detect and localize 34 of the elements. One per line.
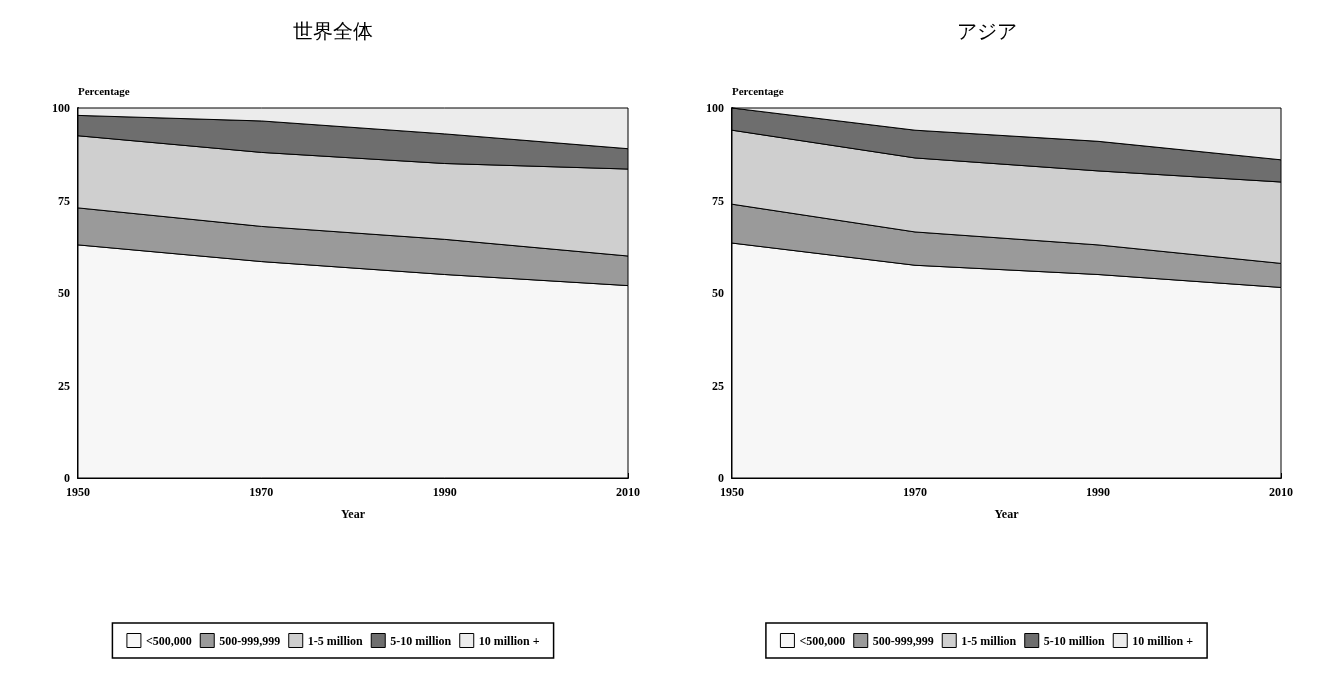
x-tick-label: 1950 xyxy=(720,485,744,499)
x-tick-label: 1970 xyxy=(249,485,274,499)
x-tick-label: 1950 xyxy=(66,485,90,499)
x-tick-label: 1990 xyxy=(1086,485,1110,499)
legend-label: <500,000 xyxy=(799,633,846,648)
legend-label: 1-5 million xyxy=(307,633,364,648)
y-tick-label: 100 xyxy=(706,101,724,115)
legend-label: 500-999,999 xyxy=(872,633,934,648)
legend-label: 500-999,999 xyxy=(219,633,281,648)
legend-label: 1-5 million xyxy=(961,633,1017,648)
legend-label: 5-10 million xyxy=(1043,633,1106,648)
x-tick-label: 2010 xyxy=(1269,485,1293,499)
y-tick-label: 50 xyxy=(58,286,70,300)
chart-title: アジア xyxy=(956,20,1017,42)
x-tick-label: 1970 xyxy=(903,485,927,499)
x-tick-label: 2010 xyxy=(616,485,640,499)
legend-label: 5-10 million xyxy=(390,633,452,648)
x-axis-title: Year xyxy=(994,507,1020,521)
y-tick-label: 25 xyxy=(712,378,724,393)
y-tick-label: 50 xyxy=(712,286,724,300)
y-tick-label: 75 xyxy=(58,193,70,208)
y-tick-label: 0 xyxy=(718,471,724,485)
legend-label: 10 million + xyxy=(1132,633,1194,648)
y-tick-label: 0 xyxy=(64,471,70,485)
y-tick-label: 75 xyxy=(712,193,724,208)
x-axis-title: Year xyxy=(341,507,366,521)
y-axis-title: Percentage xyxy=(78,84,130,97)
y-axis-title: Percentage xyxy=(732,84,784,97)
y-tick-label: 25 xyxy=(58,378,70,393)
legend-label: <500,000 xyxy=(145,633,192,648)
y-tick-label: 100 xyxy=(52,101,70,115)
chart-title: 世界全体 xyxy=(293,20,373,42)
x-tick-label: 1990 xyxy=(432,485,457,499)
legend-label: 10 million + xyxy=(478,633,540,648)
